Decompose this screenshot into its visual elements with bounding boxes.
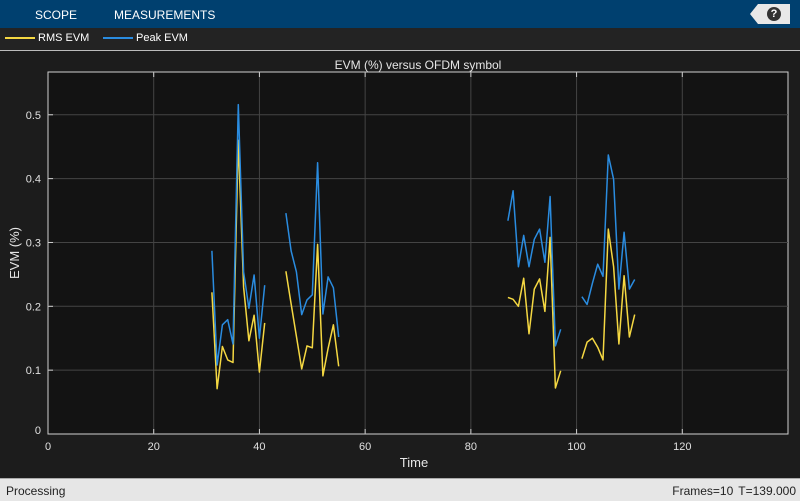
legend-item-rms-evm[interactable]: RMS EVM xyxy=(5,32,89,44)
y-tick-label: 0.1 xyxy=(26,365,41,377)
peak-evm-swatch xyxy=(103,37,133,39)
peak-evm-line xyxy=(581,154,636,306)
y-tick-label: 0.2 xyxy=(26,301,41,313)
tab-scope[interactable]: SCOPE xyxy=(35,8,78,22)
rms-evm-line xyxy=(211,139,266,390)
axes-box xyxy=(47,71,789,435)
status-readouts: Frames=10 T=139.000 xyxy=(672,484,796,498)
x-tick-label: 20 xyxy=(148,441,160,453)
tab-measurements[interactable]: MEASUREMENTS xyxy=(114,8,216,22)
x-tick-label: 80 xyxy=(465,441,477,453)
y-tick-label: 0.3 xyxy=(26,237,41,249)
x-tick-label: 120 xyxy=(673,441,691,453)
sim-time: T=139.000 xyxy=(738,484,796,498)
rms-evm-swatch xyxy=(5,37,35,39)
peak-evm-line xyxy=(211,103,266,366)
x-tick-label: 0 xyxy=(45,441,51,453)
toolstrip: SCOPE MEASUREMENTS ? xyxy=(0,0,800,28)
status-bar: Processing Frames=10 T=139.000 xyxy=(0,478,800,501)
x-tick-label: 100 xyxy=(567,441,585,453)
x-tick-label: 60 xyxy=(359,441,371,453)
rms-evm-line xyxy=(581,228,636,361)
legend-item-peak-evm[interactable]: Peak EVM xyxy=(103,32,188,44)
legend-label: Peak EVM xyxy=(136,32,188,44)
peak-evm-line xyxy=(285,161,340,338)
y-tick-label: 0.4 xyxy=(26,174,41,186)
y-tick-label: 0 xyxy=(35,425,41,437)
y-axis-label: EVM (%) xyxy=(7,227,22,279)
plot-figure: 0 20 40 60 80 100 120 0 0.1 0.2 0.3 0.4 0.5 EVM (%) … xyxy=(0,51,800,478)
rms-evm-line xyxy=(285,243,340,377)
evm-chart[interactable]: 0 20 40 60 80 100 120 0 0.1 0.2 0.3 0.4 0.5 EVM (%) … xyxy=(0,51,800,478)
x-axis-label: Time xyxy=(400,455,428,470)
chart-title: EVM (%) versus OFDM symbol xyxy=(335,58,502,72)
frames-count: Frames=10 xyxy=(672,484,734,498)
y-tick-label: 0.5 xyxy=(26,110,41,122)
legend: RMS EVM Peak EVM xyxy=(0,28,800,51)
status-text: Processing xyxy=(6,484,66,498)
legend-label: RMS EVM xyxy=(38,32,90,44)
help-button[interactable]: ? xyxy=(750,4,790,24)
x-tick-label: 40 xyxy=(253,441,265,453)
rms-evm-line xyxy=(507,236,562,389)
help-icon: ? xyxy=(767,7,781,21)
peak-evm-line xyxy=(507,190,562,347)
